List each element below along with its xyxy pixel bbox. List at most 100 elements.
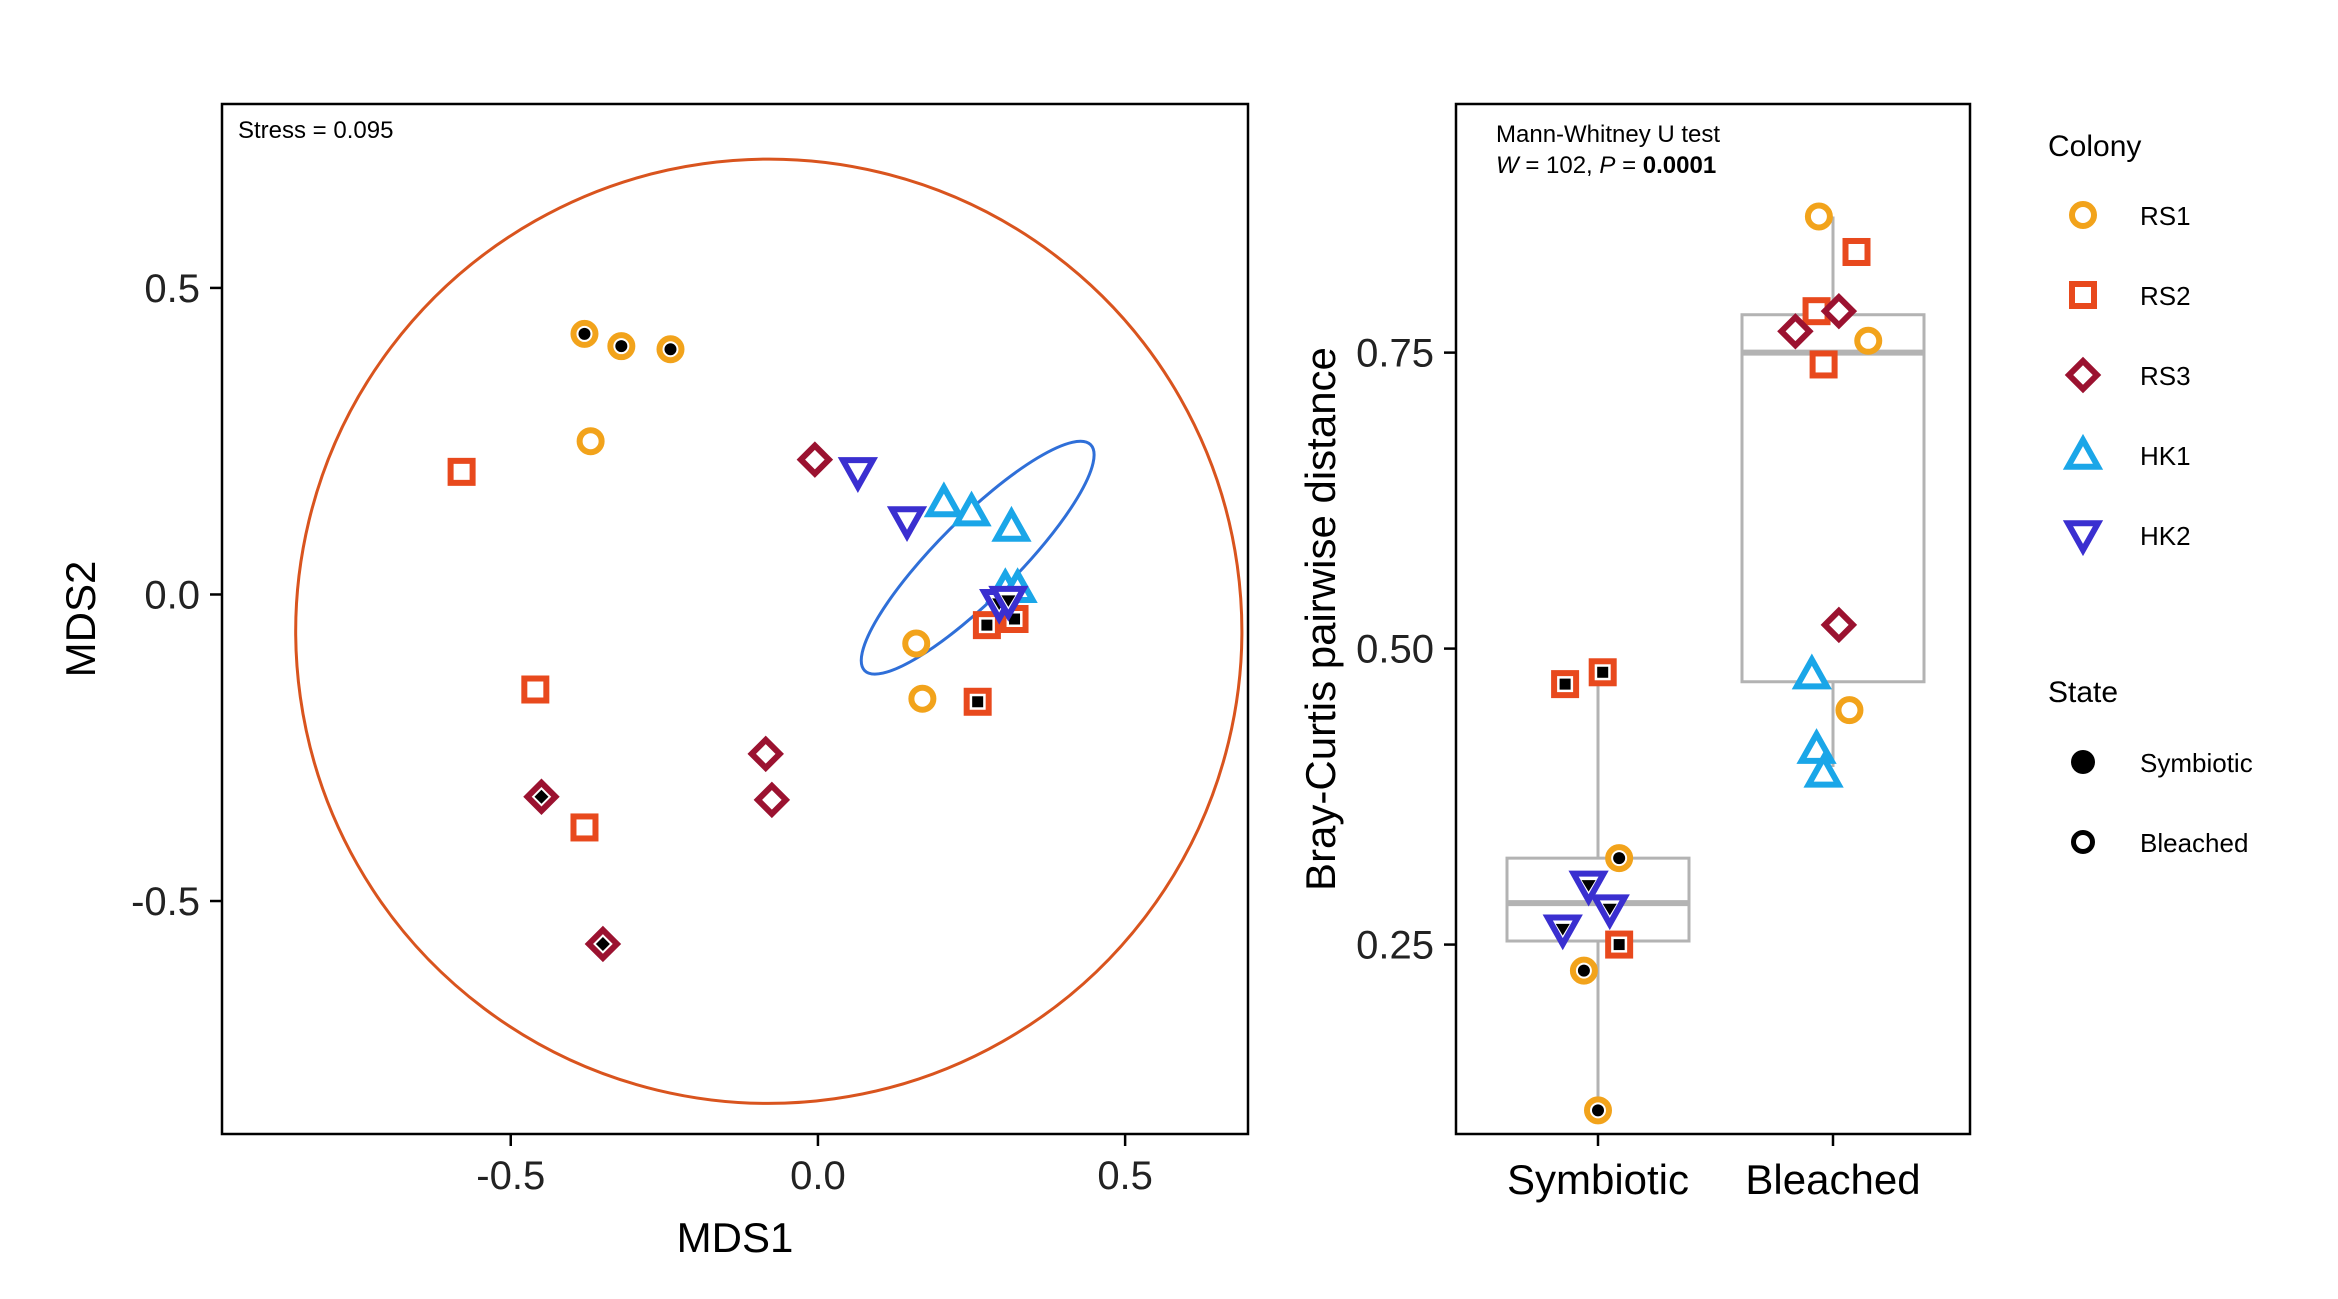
nmds-x-axis-title: MDS1 xyxy=(677,1214,794,1261)
nmds-point xyxy=(963,687,992,716)
box-point xyxy=(1791,653,1832,690)
y-tick-label: -0.5 xyxy=(131,880,200,924)
boxplot-points xyxy=(1542,202,1883,1125)
box-point xyxy=(1809,350,1838,379)
box-point xyxy=(1854,326,1883,355)
square-icon xyxy=(2069,281,2097,309)
triangle-up-icon xyxy=(2062,433,2104,470)
x-tick-label: -0.5 xyxy=(476,1154,545,1198)
legend-item-label: HK1 xyxy=(2140,441,2191,471)
x-tick-label: 0.0 xyxy=(790,1154,846,1198)
nmds-point xyxy=(747,735,784,773)
legend-item-hk1: HK1 xyxy=(2062,433,2191,471)
legend-item-label: Bleached xyxy=(2140,828,2248,858)
stress-annotation: Stress = 0.095 xyxy=(238,117,393,144)
p-eq: = xyxy=(1615,152,1642,179)
legend-item-label: HK2 xyxy=(2140,521,2191,551)
boxplot-plot-border xyxy=(1454,102,1972,1136)
nmds-x-axis: -0.5 0.0 0.5 xyxy=(476,1134,1153,1198)
y-tick-label: 0.75 xyxy=(1356,332,1434,376)
nmds-point xyxy=(607,332,636,361)
nmds-y-axis: 0.5 0.0 -0.5 xyxy=(131,267,222,924)
boxplot-y-axis: 0.75 0.50 0.25 xyxy=(1356,332,1456,968)
box-point xyxy=(1605,844,1634,873)
nmds-point xyxy=(951,490,992,527)
x-tick-label: 0.5 xyxy=(1097,1154,1153,1198)
boxplot-x-axis: Symbiotic Bleached xyxy=(1507,1134,1921,1203)
legend-state-items: Symbiotic Bleached xyxy=(2071,748,2253,858)
box-point xyxy=(1804,202,1833,231)
legend-item-label: RS2 xyxy=(2140,281,2191,311)
legend-item-label: RS1 xyxy=(2140,201,2191,231)
mann-whitney-stat: W = 102, P = 0.0001 xyxy=(1496,152,1716,179)
box-point xyxy=(1584,1096,1612,1125)
boxplot-y-axis-title: Bray-Curtis pairwise distance xyxy=(1297,347,1344,891)
legend-colony-title: Colony xyxy=(2048,130,2141,163)
box-point xyxy=(1542,914,1583,951)
box-point xyxy=(1569,956,1598,985)
legend-item-rs3: RS3 xyxy=(2064,356,2191,394)
y-tick-label: 0.5 xyxy=(144,267,200,311)
nmds-point xyxy=(523,778,560,816)
nmds-points xyxy=(447,319,1038,963)
legend-item-label: Symbiotic xyxy=(2140,748,2253,778)
nmds-point xyxy=(908,684,937,713)
legend-item-rs1: RS1 xyxy=(2069,201,2191,231)
w-label: W xyxy=(1496,152,1521,179)
legend-item-bleached: Bleached xyxy=(2071,828,2248,858)
nmds-point xyxy=(837,457,879,493)
nmds-point xyxy=(576,427,605,456)
y-tick-label: 0.50 xyxy=(1356,628,1434,672)
nmds-point xyxy=(584,925,622,963)
nmds-point xyxy=(988,585,1029,622)
box-point xyxy=(1551,670,1580,699)
legend-item-label: RS3 xyxy=(2140,361,2191,391)
box-point xyxy=(1820,292,1858,330)
p-value: 0.0001 xyxy=(1643,152,1716,179)
boxplot-panel: Symbiotic Bleached 0.75 0.50 0.25 Mann-Whit… xyxy=(1297,102,1972,1203)
nmds-point xyxy=(447,457,476,486)
circle-icon xyxy=(2069,201,2097,229)
y-tick-label: 0.0 xyxy=(144,573,200,617)
nmds-panel: -0.5 0.0 0.5 0.5 0.0 -0.5 Stress = 0.095 MDS… xyxy=(57,102,1250,1261)
nmds-point xyxy=(521,675,550,704)
nmds-point xyxy=(991,505,1032,542)
box-point xyxy=(1588,658,1617,687)
triangle-down-icon xyxy=(2062,520,2104,557)
box-point xyxy=(1835,696,1864,725)
legend-colony-items: RS1 RS2 RS3 HK1 HK2 xyxy=(2062,201,2191,557)
legend-item-rs2: RS2 xyxy=(2069,281,2191,311)
nmds-point xyxy=(656,335,685,364)
nmds-y-axis-title: MDS2 xyxy=(57,561,104,678)
nmds-point xyxy=(570,813,599,842)
x-tick-label: Symbiotic xyxy=(1507,1156,1689,1203)
filled-circle-icon xyxy=(2071,750,2095,774)
box-point xyxy=(1605,930,1634,959)
confidence-ellipse-bleached xyxy=(294,157,1244,1105)
nmds-plot-border xyxy=(220,102,1250,1136)
nmds-point xyxy=(972,611,1001,640)
p-label: P xyxy=(1599,152,1615,179)
nmds-point xyxy=(796,441,834,478)
box-point xyxy=(1842,237,1871,266)
x-tick-label: Bleached xyxy=(1745,1156,1920,1203)
nmds-point xyxy=(902,629,931,658)
diamond-icon xyxy=(2064,356,2102,394)
legend-item-hk2: HK2 xyxy=(2062,520,2191,557)
box-point xyxy=(1803,751,1844,788)
w-text: = 102, xyxy=(1519,152,1600,179)
legend-item-symbiotic: Symbiotic xyxy=(2071,748,2253,778)
y-tick-label: 0.25 xyxy=(1356,924,1434,968)
box-point xyxy=(1820,606,1858,644)
nmds-point xyxy=(753,781,791,819)
legend: Colony RS1 RS2 RS3 HK1 HK2 State Symbiotic Bl… xyxy=(2048,130,2253,858)
box-point xyxy=(1568,870,1609,907)
nmds-point xyxy=(923,481,965,518)
open-circle-icon xyxy=(2071,830,2095,854)
mann-whitney-title: Mann-Whitney U test xyxy=(1496,121,1720,148)
box-point xyxy=(1777,313,1814,350)
box-point xyxy=(1589,894,1630,931)
nmds-point xyxy=(886,506,928,543)
nmds-point xyxy=(570,319,599,348)
